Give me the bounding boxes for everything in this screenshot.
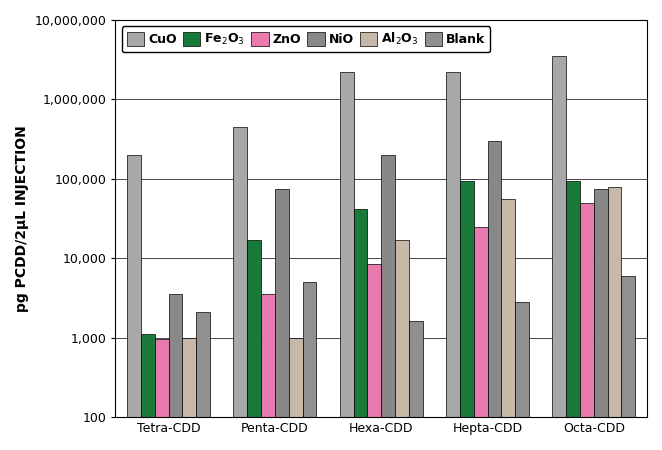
Bar — [127, 155, 141, 450]
Bar — [515, 302, 529, 450]
Y-axis label: pg PCDD/2μL INJECTION: pg PCDD/2μL INJECTION — [15, 125, 29, 312]
Bar — [234, 127, 248, 450]
Bar — [196, 312, 210, 450]
Bar — [409, 321, 423, 450]
Bar — [446, 72, 460, 450]
Bar — [367, 264, 381, 450]
Bar — [580, 203, 594, 450]
Bar — [566, 180, 580, 450]
Bar — [183, 338, 196, 450]
Bar — [552, 56, 566, 450]
Legend: CuO, Fe$_2$O$_3$, ZnO, NiO, Al$_2$O$_3$, Blank: CuO, Fe$_2$O$_3$, ZnO, NiO, Al$_2$O$_3$,… — [122, 26, 491, 52]
Bar — [289, 338, 303, 450]
Bar — [169, 294, 183, 450]
Bar — [141, 334, 155, 450]
Bar — [501, 199, 515, 450]
Bar — [275, 189, 289, 450]
Bar — [340, 72, 354, 450]
Bar — [381, 155, 395, 450]
Bar — [622, 276, 636, 450]
Bar — [487, 141, 501, 450]
Bar — [261, 294, 275, 450]
Bar — [608, 187, 622, 450]
Bar — [594, 189, 608, 450]
Bar — [395, 240, 409, 450]
Bar — [460, 180, 474, 450]
Bar — [303, 282, 316, 450]
Bar — [248, 240, 261, 450]
Bar — [155, 339, 169, 450]
Bar — [474, 227, 487, 450]
Bar — [354, 209, 367, 450]
